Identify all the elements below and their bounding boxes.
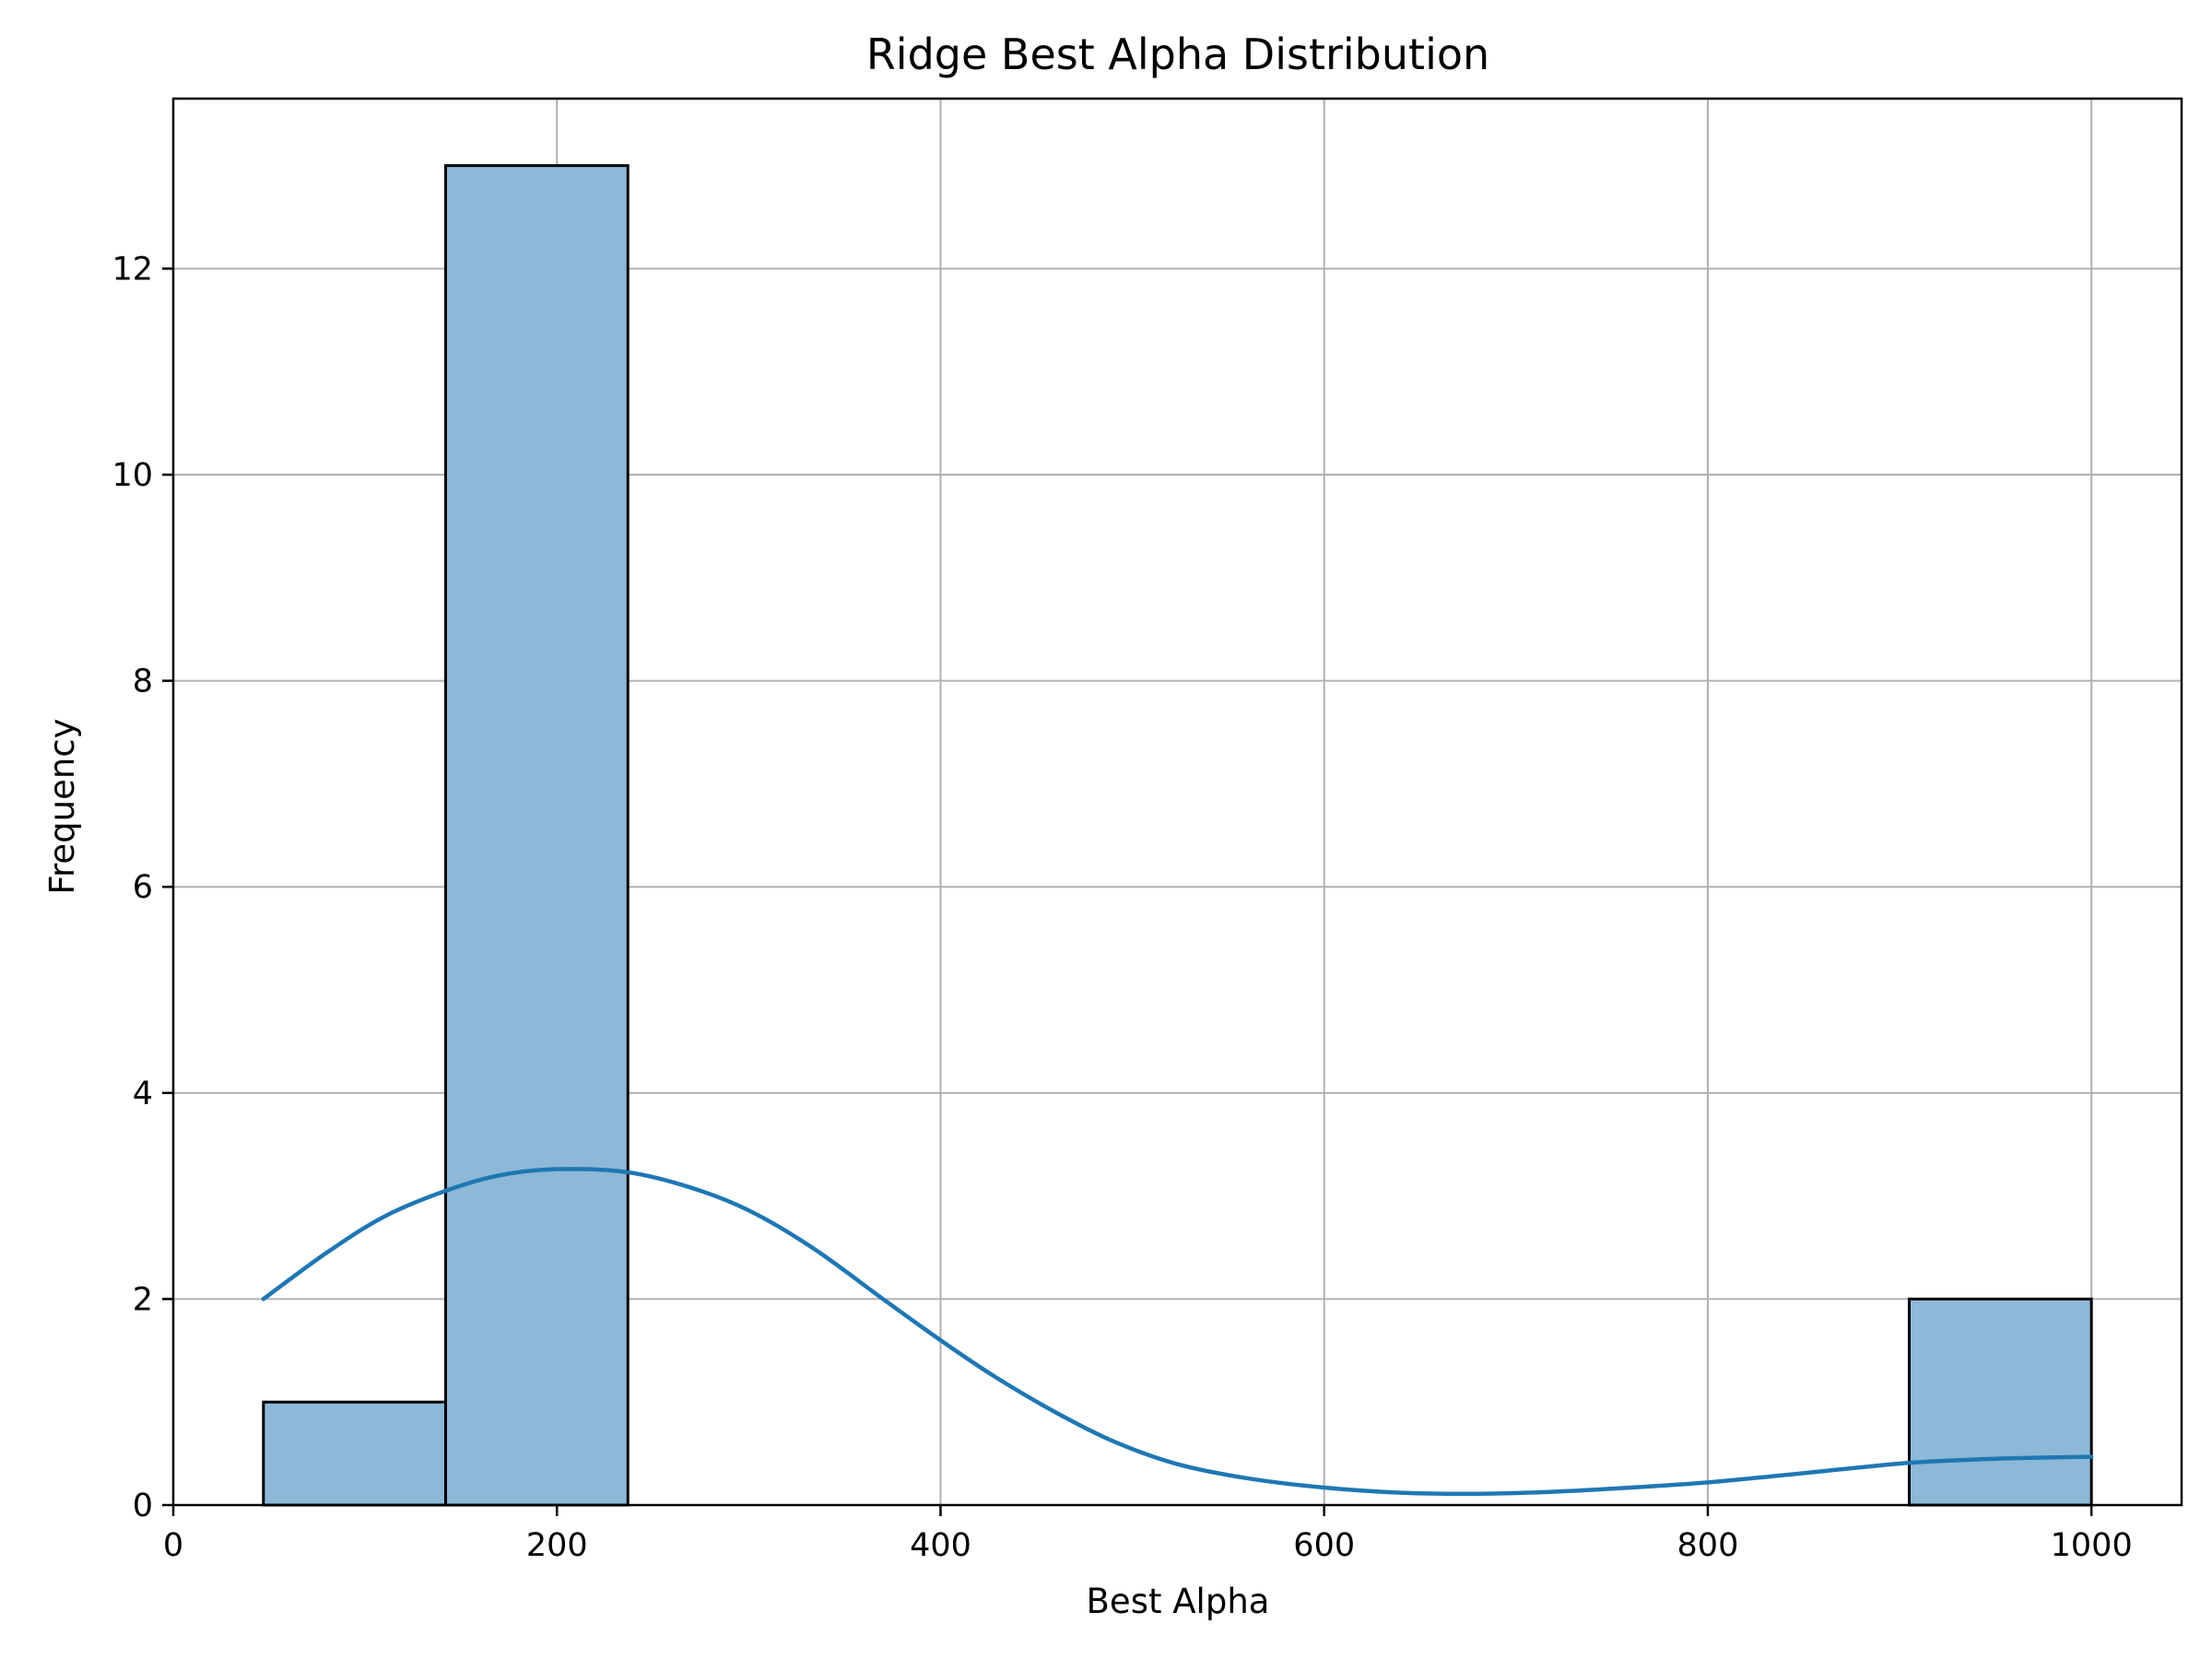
x-tick-label-200: 200 [526,1527,588,1564]
y-tick-label-6: 6 [133,869,153,906]
chart-title: Ridge Best Alpha Distribution [866,29,1489,79]
x-axis-label: Best Alpha [1087,1582,1270,1621]
axes-frame [171,97,2183,1507]
x-tick-label-0: 0 [163,1527,183,1564]
kde-curve-line [261,1167,2094,1497]
histogram-bars [262,164,2093,1507]
kde-curve-group [261,1167,2094,1497]
axis-ticks: 0 200 400 600 800 1000 0 2 4 6 8 10 12 [112,251,2132,1564]
y-tick-label-10: 10 [112,457,153,494]
histogram-bar-1 [444,164,629,1507]
histogram-bar-9 [1907,1297,2093,1507]
plot-frame [171,97,2183,1507]
y-tick-label-8: 8 [133,664,153,700]
y-tick-label-12: 12 [112,251,153,288]
x-tick-label-600: 600 [1293,1527,1355,1564]
y-tick-label-4: 4 [133,1076,153,1112]
y-tick-label-0: 0 [133,1488,153,1524]
y-tick-label-2: 2 [133,1281,153,1318]
x-tick-label-1000: 1000 [2051,1527,2133,1564]
histogram-bar-0 [262,1400,448,1507]
y-axis-label: Frequency [42,718,82,894]
x-tick-label-800: 800 [1677,1527,1739,1564]
x-tick-label-400: 400 [910,1527,971,1564]
